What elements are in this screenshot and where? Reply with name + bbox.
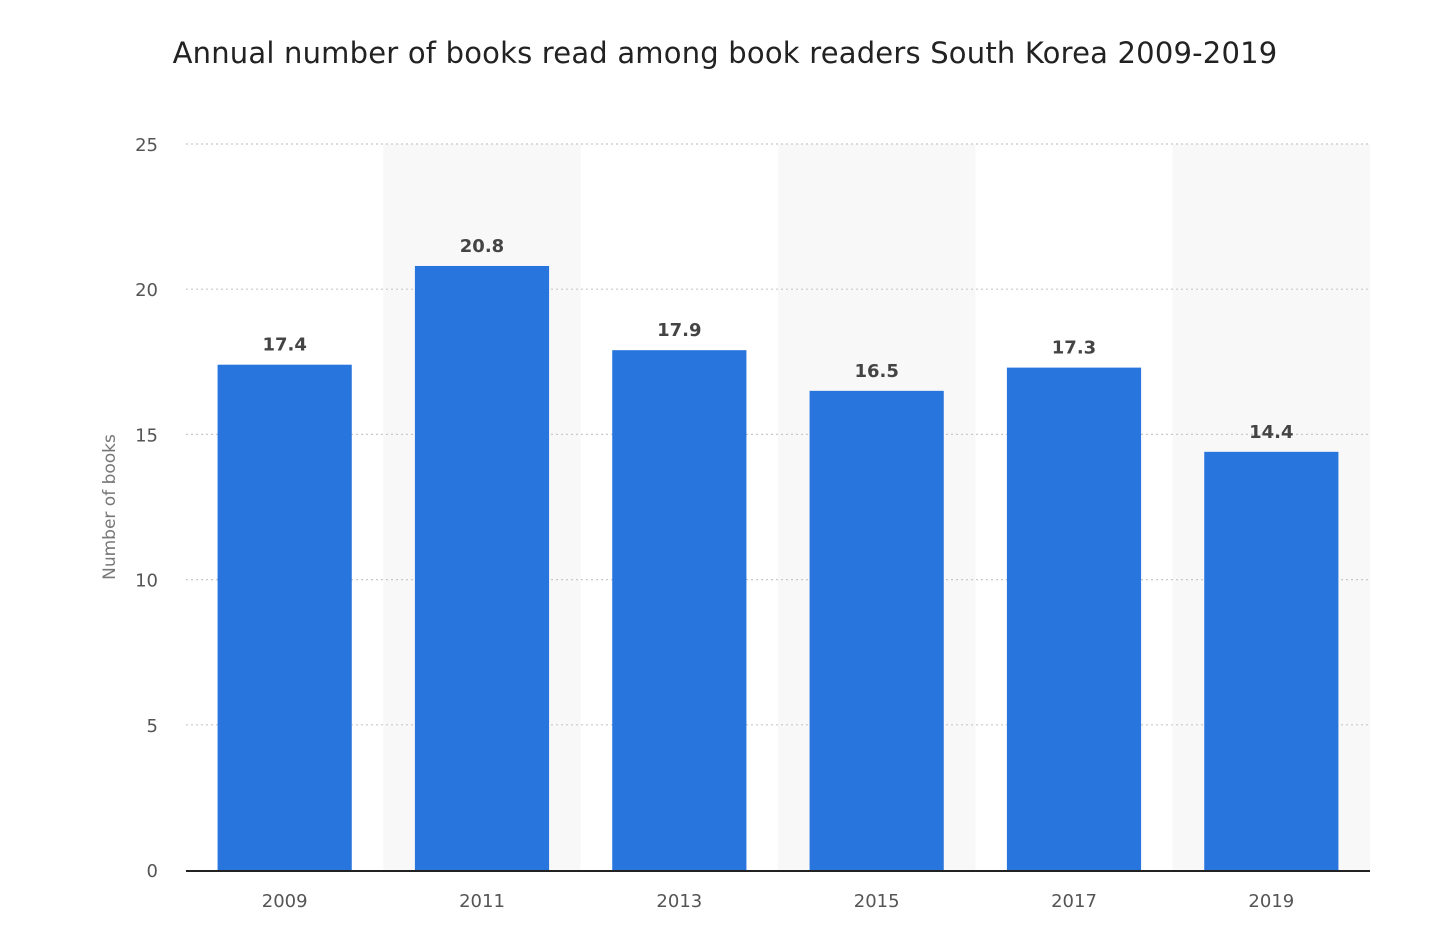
x-tick-label-2015: 2015 xyxy=(854,891,900,912)
x-tick-label-2017: 2017 xyxy=(1051,891,1097,912)
x-tick-label-2009: 2009 xyxy=(262,891,308,912)
y-tick-label-5: 5 xyxy=(147,716,158,737)
y-tick-label-0: 0 xyxy=(147,861,158,882)
value-labels: 17.4 20.8 17.9 16.5 17.3 14.4 xyxy=(262,236,1293,443)
y-tick-label-20: 20 xyxy=(135,280,158,301)
bar-2017[interactable] xyxy=(1006,367,1142,870)
y-axis-label: Number of books xyxy=(100,434,120,580)
x-tick-label-2011: 2011 xyxy=(459,891,505,912)
value-label-2009: 17.4 xyxy=(262,335,306,356)
gridlines xyxy=(186,143,1370,726)
bar-2013[interactable] xyxy=(612,350,747,871)
x-tick-label-2013: 2013 xyxy=(656,891,702,912)
bar-2015[interactable] xyxy=(809,390,944,870)
chart-title: Annual number of books read among book r… xyxy=(172,36,1278,70)
bars xyxy=(217,265,1339,871)
value-label-2019: 14.4 xyxy=(1249,422,1293,443)
bar-2011[interactable] xyxy=(414,265,550,870)
x-axis-ticks: 2009 2011 2013 2015 2017 2019 xyxy=(262,891,1294,912)
x-tick-label-2019: 2019 xyxy=(1248,891,1294,912)
value-label-2015: 16.5 xyxy=(854,361,898,382)
y-tick-label-25: 25 xyxy=(135,135,158,156)
bar-2009[interactable] xyxy=(217,364,352,870)
value-label-2011: 20.8 xyxy=(460,236,504,257)
y-axis-ticks: 0 5 10 15 20 25 xyxy=(135,135,158,882)
bar-2019[interactable] xyxy=(1204,451,1339,870)
value-label-2013: 17.9 xyxy=(657,320,701,341)
y-tick-label-15: 15 xyxy=(135,425,158,446)
y-tick-label-10: 10 xyxy=(135,571,158,592)
value-label-2017: 17.3 xyxy=(1052,338,1096,359)
